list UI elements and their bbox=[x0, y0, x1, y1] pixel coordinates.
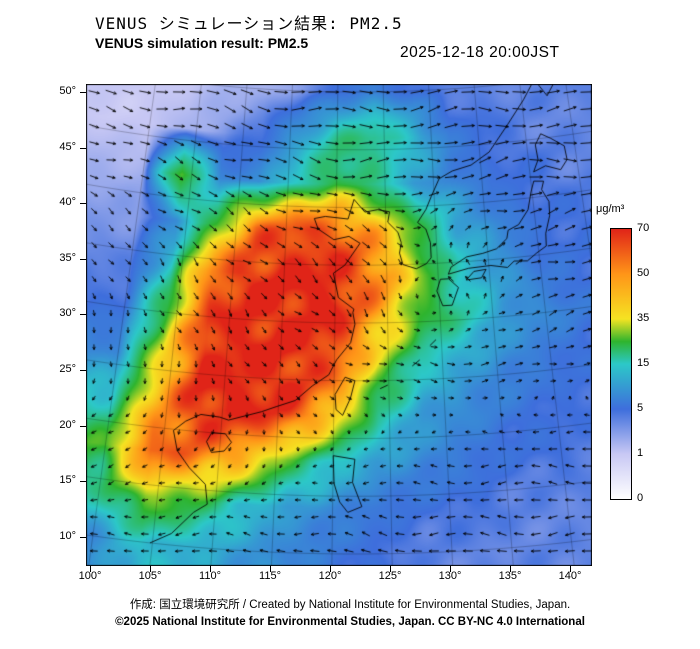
lat-tick-label: 40° bbox=[59, 196, 76, 209]
lon-tick-mark bbox=[150, 566, 151, 572]
colorbar-tick-label: 70 bbox=[637, 222, 650, 234]
colorbar-tick-label: 15 bbox=[637, 357, 650, 369]
lon-tick-label: 140° bbox=[558, 570, 582, 582]
credit-text: 作成: 国立環境研究所 / Created by National Instit… bbox=[129, 599, 571, 611]
colorbar-tick-label: 5 bbox=[637, 402, 644, 414]
lat-tick-mark bbox=[80, 425, 86, 427]
page-title-english: VENUS simulation result: PM2.5 bbox=[95, 35, 309, 51]
lon-tick-mark bbox=[270, 566, 271, 572]
lat-tick-mark bbox=[80, 258, 86, 260]
page-title-japanese: VENUS シミュレーション結果: PM2.5 bbox=[95, 14, 403, 33]
lon-tick-mark bbox=[390, 566, 391, 572]
lat-tick-label: 10° bbox=[59, 529, 76, 542]
colorbar-units-label: μg/m³ bbox=[596, 203, 625, 215]
lon-tick-label: 115° bbox=[259, 570, 281, 582]
lat-tick-label: 25° bbox=[59, 363, 76, 375]
lon-tick-mark bbox=[210, 566, 211, 572]
lon-tick-label: 110° bbox=[199, 570, 221, 582]
pm25-map-canvas bbox=[86, 84, 592, 566]
lon-tick-mark bbox=[90, 566, 91, 572]
lon-tick-mark bbox=[450, 566, 451, 572]
lon-tick-label: 120° bbox=[318, 570, 342, 582]
lon-tick-label: 135° bbox=[498, 570, 522, 582]
lat-tick-mark bbox=[80, 92, 86, 93]
lat-tick-mark bbox=[80, 147, 86, 149]
lon-tick-label: 105° bbox=[138, 570, 162, 582]
lat-tick-mark bbox=[80, 370, 86, 371]
lat-tick-label: 15° bbox=[59, 474, 76, 487]
lon-tick-mark bbox=[510, 566, 511, 572]
lon-tick-label: 125° bbox=[378, 570, 402, 582]
lat-tick-label: 30° bbox=[59, 307, 76, 320]
lat-tick-label: 50° bbox=[59, 85, 76, 97]
lon-tick-mark bbox=[330, 566, 331, 572]
lat-tick-mark bbox=[80, 203, 86, 205]
lat-tick-label: 45° bbox=[59, 140, 76, 153]
colorbar-tick-label: 50 bbox=[637, 267, 650, 279]
lon-tick-mark bbox=[570, 566, 571, 572]
colorbar-gradient bbox=[610, 228, 632, 500]
simulation-timestamp: 2025-12-18 20:00JST bbox=[400, 44, 560, 61]
colorbar-tick-label: 1 bbox=[637, 446, 644, 459]
colorbar-tick-label: 0 bbox=[637, 492, 644, 504]
colorbar-tick-label: 35 bbox=[637, 311, 650, 324]
lat-tick-mark bbox=[80, 314, 86, 316]
copyright-text: ©2025 National Institute for Environment… bbox=[115, 616, 585, 628]
lon-tick-label: 100° bbox=[78, 570, 102, 582]
lon-tick-label: 130° bbox=[438, 570, 462, 582]
lat-tick-label: 20° bbox=[59, 418, 76, 431]
lat-tick-mark bbox=[80, 481, 86, 483]
lat-tick-mark bbox=[80, 536, 86, 538]
lat-tick-label: 35° bbox=[59, 251, 76, 264]
